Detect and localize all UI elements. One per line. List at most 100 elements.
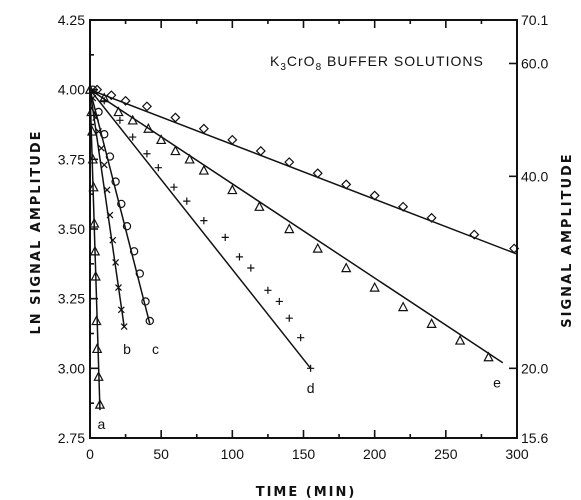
plus-marker [200,217,208,225]
circle-marker [122,222,132,231]
x-marker [103,186,111,194]
triangle-marker [312,242,323,253]
diamond-marker [120,95,131,106]
series-label: d [307,380,315,396]
x-marker [100,161,108,169]
circle-marker [100,130,109,139]
y2-tick-label: 15.6 [521,430,548,446]
x-tick-label: 150 [292,446,316,462]
fit-line [89,88,518,255]
diamond-marker [369,190,380,201]
triangle-marker [426,318,437,328]
triangle-marker [127,114,138,125]
series-label: c [152,341,159,357]
triangle-marker [483,351,494,362]
y-tick-label: 3.00 [58,360,85,376]
plus-marker [183,197,191,205]
series-unlabeled [89,84,520,255]
series-label: b [123,341,131,357]
x-marker [109,236,117,244]
triangle-marker [94,398,106,409]
triangle-marker [99,92,110,103]
diamond-marker [341,179,352,190]
triangle-marker [369,281,380,292]
diamond-marker [170,112,181,123]
fit-line [89,89,101,411]
triangle-marker [184,153,195,164]
plus-marker [307,364,315,372]
y2-axis-title: SIGNAL AMPLITUDE [560,152,575,327]
triangle-marker [227,184,238,195]
y-axis-title: LN SIGNAL AMPLITUDE [29,129,44,334]
diamond-marker [227,134,238,145]
fit-line [89,89,312,369]
triangle-marker [90,270,101,281]
triangle-marker [87,153,99,164]
triangle-marker [91,315,102,326]
plus-marker [297,334,305,342]
x-marker [112,259,120,266]
triangle-marker [155,134,167,145]
x-tick-label: 300 [505,446,529,462]
x-marker [117,306,125,314]
plus-marker [264,286,272,294]
chart-title: K3CrO8 BUFFER SOLUTIONS [270,53,484,73]
plus-marker [221,233,229,241]
diamond-marker [469,229,480,240]
series-label: e [493,374,501,390]
series-c: c [88,85,159,357]
x-tick-label: 50 [153,446,169,462]
x-marker [115,284,122,291]
x-axis-title: TIME (MIN) [256,485,357,500]
triangle-marker [88,181,99,192]
y-tick-label: 4.00 [58,82,85,98]
plus-marker [154,164,162,172]
diamond-marker [509,243,520,254]
y2-tick-label: 60.0 [521,55,548,71]
plus-marker [247,264,255,272]
y-tick-label: 3.25 [58,291,85,307]
x-tick-label: 0 [86,446,94,462]
diamond-marker [92,84,103,95]
diamond-marker [312,168,323,179]
triangle-marker [89,245,101,256]
diamond-marker [426,212,437,223]
x-tick-label: 200 [363,446,387,462]
ticks-layer: 0 50 100 150 200 250 300 2.75 3.00 3.25 3.50 3.75 4.… [58,12,549,462]
triangle-marker [170,145,181,156]
triangle-marker [341,262,352,273]
circle-marker [94,107,103,117]
diamond-marker [398,201,409,212]
circle-marker [111,177,120,186]
fit-line [89,89,504,364]
diamond-marker [198,123,209,134]
circle-marker [145,316,154,326]
diamond-marker [255,145,266,157]
x-tick-label: 250 [434,446,458,462]
diamond-marker [284,157,295,168]
y2-tick-label: 40.0 [521,168,548,184]
circle-marker [135,269,145,278]
triangle-marker [113,106,124,117]
circle-marker [141,297,150,306]
y-tick-label: 3.50 [58,221,85,237]
x-marker [106,211,114,219]
circle-marker [129,247,139,256]
plus-marker [116,116,124,124]
series-e: e [89,89,504,390]
y-tick-label: 4.25 [58,12,85,28]
triangle-marker [86,125,98,136]
series-d: d [89,89,315,396]
y-tick-label: 2.75 [58,430,85,446]
triangle-marker [91,343,103,354]
plus-marker [235,253,244,261]
circle-marker [117,199,126,209]
y-tick-label: 3.75 [58,151,85,167]
triangle-marker [284,223,295,234]
series-label: a [97,416,105,432]
triangle-marker [254,201,265,211]
triangle-marker [93,371,104,381]
series-layer: a b c d e [84,83,520,432]
circle-marker [105,152,115,161]
